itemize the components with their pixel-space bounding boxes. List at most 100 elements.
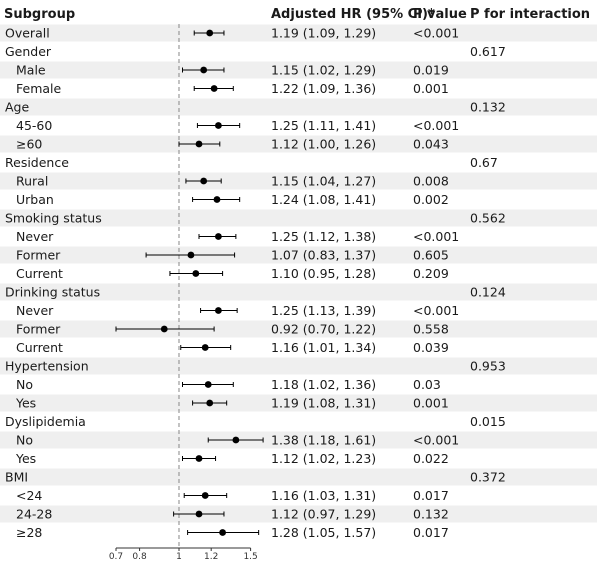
hr-ci-text: 0.92 (0.70, 1.22) (271, 322, 376, 337)
hr-ci-text: 1.22 (1.09, 1.36) (271, 81, 376, 96)
subgroup-label: Yes (15, 396, 36, 411)
p-interaction-header: P for interaction (470, 7, 590, 22)
group-label: Dyslipidemia (5, 414, 86, 429)
row-band (0, 431, 597, 449)
subgroup-label: Former (16, 322, 61, 337)
hr-point (195, 510, 203, 518)
p-interaction-text: 0.124 (470, 285, 506, 300)
hr-ci-text: 1.12 (1.00, 1.26) (271, 137, 376, 152)
hr-ci-text: 1.12 (1.02, 1.23) (271, 451, 376, 466)
p-value-text: 0.008 (413, 174, 449, 189)
group-label: Drinking status (5, 285, 100, 300)
p-value-text: <0.001 (413, 26, 459, 41)
hr-point (200, 66, 208, 74)
hr-ci-text: 1.25 (1.12, 1.38) (271, 229, 376, 244)
hr-point (187, 251, 195, 259)
hr-point (215, 233, 222, 240)
group-label: Overall (5, 26, 50, 41)
table-rows: Overall 1.19 (1.09, 1.29) <0.001 Gender 0.61… (5, 26, 506, 541)
row-band (0, 246, 597, 264)
row-band (0, 24, 597, 42)
hr-ci-text: 1.15 (1.02, 1.29) (271, 63, 376, 78)
hr-ci-text: 1.24 (1.08, 1.41) (271, 192, 376, 207)
hr-point (215, 307, 222, 314)
p-value-text: 0.001 (413, 81, 449, 96)
hr-point (200, 177, 208, 185)
hr-point (232, 436, 240, 444)
p-value-text: 0.605 (413, 248, 449, 263)
hr-ci-text: 1.38 (1.18, 1.61) (271, 433, 376, 448)
subgroup-label: Yes (15, 451, 36, 466)
hr-point (206, 399, 214, 407)
p-value-text: <0.001 (413, 229, 459, 244)
p-value-text: 0.043 (413, 137, 449, 152)
p-value-text: <0.001 (413, 303, 459, 318)
hr-ci-text: 1.18 (1.02, 1.36) (271, 377, 376, 392)
x-tick-label: 0.7 (109, 552, 123, 562)
hr-ci-text: 1.25 (1.13, 1.39) (271, 303, 376, 318)
p-value-text: 0.001 (413, 396, 449, 411)
subgroup-label: Rural (16, 174, 48, 189)
p-value-text: 0.022 (413, 451, 449, 466)
row-band (0, 394, 597, 412)
p-value-text: 0.209 (413, 266, 449, 281)
row-band (0, 357, 597, 375)
p-value-text: 0.558 (413, 322, 449, 337)
subgroup-label: Former (16, 248, 61, 263)
subgroup-header: Subgroup (4, 7, 75, 22)
p-value-text: 0.132 (413, 507, 449, 522)
column-header: Subgroup Adjusted HR (95% CI)* P value P… (4, 7, 590, 22)
row-bands (0, 24, 597, 523)
subgroup-label: Current (16, 266, 63, 281)
subgroup-label: No (16, 377, 33, 392)
subgroup-label: No (16, 433, 33, 448)
hr-ci-text: 1.16 (1.01, 1.34) (271, 340, 376, 355)
hr-point (160, 325, 168, 333)
row-band (0, 320, 597, 338)
group-label: BMI (5, 470, 28, 485)
p-value-text: 0.017 (413, 525, 449, 540)
x-tick-label: 1.2 (204, 552, 218, 562)
row-band (0, 468, 597, 486)
subgroup-label: <24 (16, 488, 42, 503)
group-label: Gender (5, 44, 52, 59)
p-interaction-text: 0.132 (470, 100, 506, 115)
hr-point (213, 196, 221, 203)
group-label: Smoking status (5, 211, 102, 226)
p-value-text: <0.001 (413, 433, 459, 448)
hr-point (210, 85, 218, 92)
p-value-text: 0.019 (413, 63, 449, 78)
group-label: Residence (5, 155, 69, 170)
hr-ci-text: 1.19 (1.08, 1.31) (271, 396, 376, 411)
hr-ci-text: 1.12 (0.97, 1.29) (271, 507, 376, 522)
subgroup-label: Current (16, 340, 63, 355)
p-value-text: 0.017 (413, 488, 449, 503)
x-tick-label: 1 (176, 552, 182, 562)
p-interaction-text: 0.015 (470, 414, 506, 429)
hr-point (195, 455, 203, 462)
hr-ci-text: 1.10 (0.95, 1.28) (271, 266, 376, 281)
x-axis: 0.7 0.8 1 1.2 1.5 (109, 547, 258, 562)
row-band (0, 209, 597, 227)
row-band (0, 505, 597, 523)
row-band (0, 61, 597, 79)
p-interaction-text: 0.67 (470, 155, 498, 170)
x-tick-label: 0.8 (132, 552, 147, 562)
subgroup-label: Never (16, 229, 54, 244)
subgroup-label: 24-28 (16, 507, 52, 522)
subgroup-label: ≥60 (16, 137, 42, 152)
hr-point (204, 381, 212, 388)
group-label: Age (5, 100, 29, 115)
p-interaction-text: 0.562 (470, 211, 506, 226)
hr-point (201, 492, 209, 499)
subgroup-label: Urban (16, 192, 54, 207)
p-value-header: P value (413, 7, 467, 22)
hr-point (192, 270, 200, 277)
hr-ci-text: 1.25 (1.11, 1.41) (271, 118, 376, 133)
p-value-text: 0.039 (413, 340, 449, 355)
hr-ci-text: 1.15 (1.04, 1.27) (271, 174, 376, 189)
subgroup-label: Never (16, 303, 54, 318)
row-band (0, 283, 597, 301)
hr-ci-text: 1.16 (1.03, 1.31) (271, 488, 376, 503)
